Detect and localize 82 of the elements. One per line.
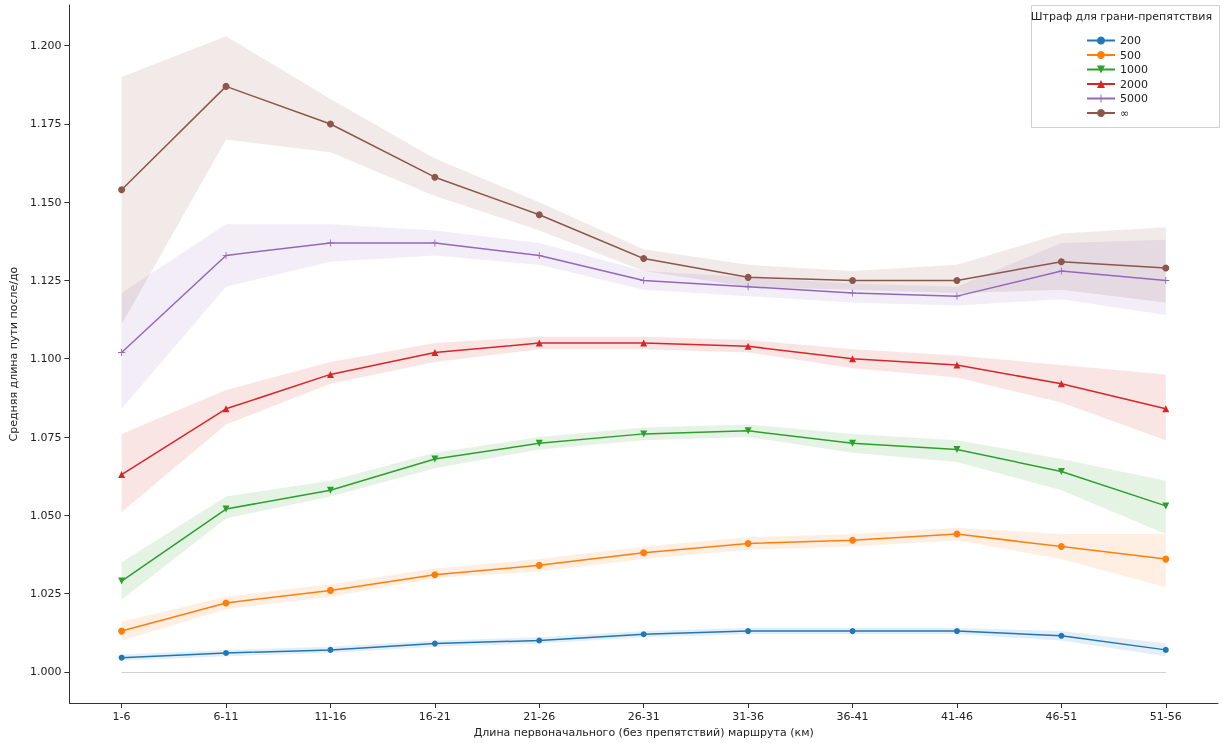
y-tick-label: 1.200 — [29, 39, 62, 53]
x-tick-label: 21-26 — [523, 710, 556, 724]
x-tick-label: 11-16 — [314, 710, 347, 724]
point — [953, 628, 960, 635]
y-tick-label: 1.150 — [29, 195, 62, 209]
point — [744, 342, 752, 350]
x-tick-label: 16-21 — [418, 710, 451, 724]
point — [1057, 543, 1065, 551]
point — [431, 571, 439, 579]
y-tick-label: 1.025 — [29, 587, 62, 601]
point — [326, 486, 334, 494]
point — [535, 251, 543, 259]
legend-title: Штраф для грани-препятствия — [1030, 10, 1213, 23]
point — [640, 430, 648, 438]
point — [431, 348, 439, 356]
point — [640, 549, 648, 557]
x-tick-label: 46-51 — [1045, 710, 1078, 724]
point — [1057, 258, 1065, 266]
legend-label: ∞ — [1120, 106, 1130, 120]
y-tick-label: 1.175 — [29, 117, 62, 131]
point — [326, 586, 334, 594]
point — [744, 273, 752, 281]
point — [1058, 632, 1065, 639]
point — [431, 455, 439, 463]
point — [535, 211, 543, 219]
point — [849, 439, 857, 447]
point — [640, 255, 648, 263]
point — [640, 631, 647, 638]
point — [745, 628, 752, 635]
y-tick-label: 1.050 — [29, 508, 62, 522]
point — [744, 283, 752, 291]
point — [953, 361, 961, 369]
y-tick-label: 1.125 — [29, 273, 62, 287]
point — [849, 355, 857, 363]
legend-label: 500 — [1120, 48, 1142, 62]
legend-label: 1000 — [1120, 63, 1149, 76]
y-tick-label: 1.000 — [29, 665, 62, 679]
point — [223, 650, 230, 657]
point — [1162, 264, 1170, 272]
point — [744, 427, 752, 435]
x-tick-label: 26-31 — [627, 710, 660, 724]
point — [431, 640, 438, 647]
point — [431, 239, 439, 247]
point — [744, 539, 752, 547]
point — [326, 239, 334, 247]
x-tick-label: 31-36 — [732, 710, 765, 724]
point — [118, 471, 126, 479]
point — [118, 186, 126, 194]
point — [1162, 646, 1169, 653]
y-tick-label: 1.075 — [29, 430, 62, 444]
legend-label: 2000 — [1120, 77, 1149, 91]
x-tick-label: 51-56 — [1149, 710, 1182, 724]
point — [431, 173, 439, 181]
point — [1057, 267, 1065, 275]
point — [222, 82, 230, 90]
point — [849, 276, 857, 284]
x-axis-title: Длина первоначального (без препятствий) маршрута (км) — [473, 726, 814, 739]
y-tick-label: 1.100 — [29, 352, 62, 366]
point — [849, 628, 856, 635]
point — [326, 370, 334, 378]
point — [535, 339, 543, 347]
point — [849, 536, 857, 544]
point — [1162, 555, 1170, 563]
point — [953, 276, 961, 284]
point — [327, 646, 334, 653]
y-axis-title: Средняя длина пути после/до — [7, 266, 20, 442]
point — [1057, 467, 1065, 475]
x-tick-label: 41-46 — [940, 710, 973, 724]
point — [118, 654, 125, 661]
x-tick-label: 6-11 — [213, 710, 239, 724]
point — [222, 405, 230, 413]
point — [640, 339, 648, 347]
x-tick-label: 1-6 — [112, 710, 131, 724]
legend-label: 200 — [1120, 34, 1142, 47]
point — [118, 627, 126, 635]
x-tick-label: 36-41 — [836, 710, 869, 724]
point — [1162, 502, 1170, 510]
point — [535, 561, 543, 569]
point — [326, 120, 334, 128]
point — [953, 446, 961, 454]
legend-label: 5000 — [1120, 92, 1149, 105]
point — [118, 348, 126, 356]
